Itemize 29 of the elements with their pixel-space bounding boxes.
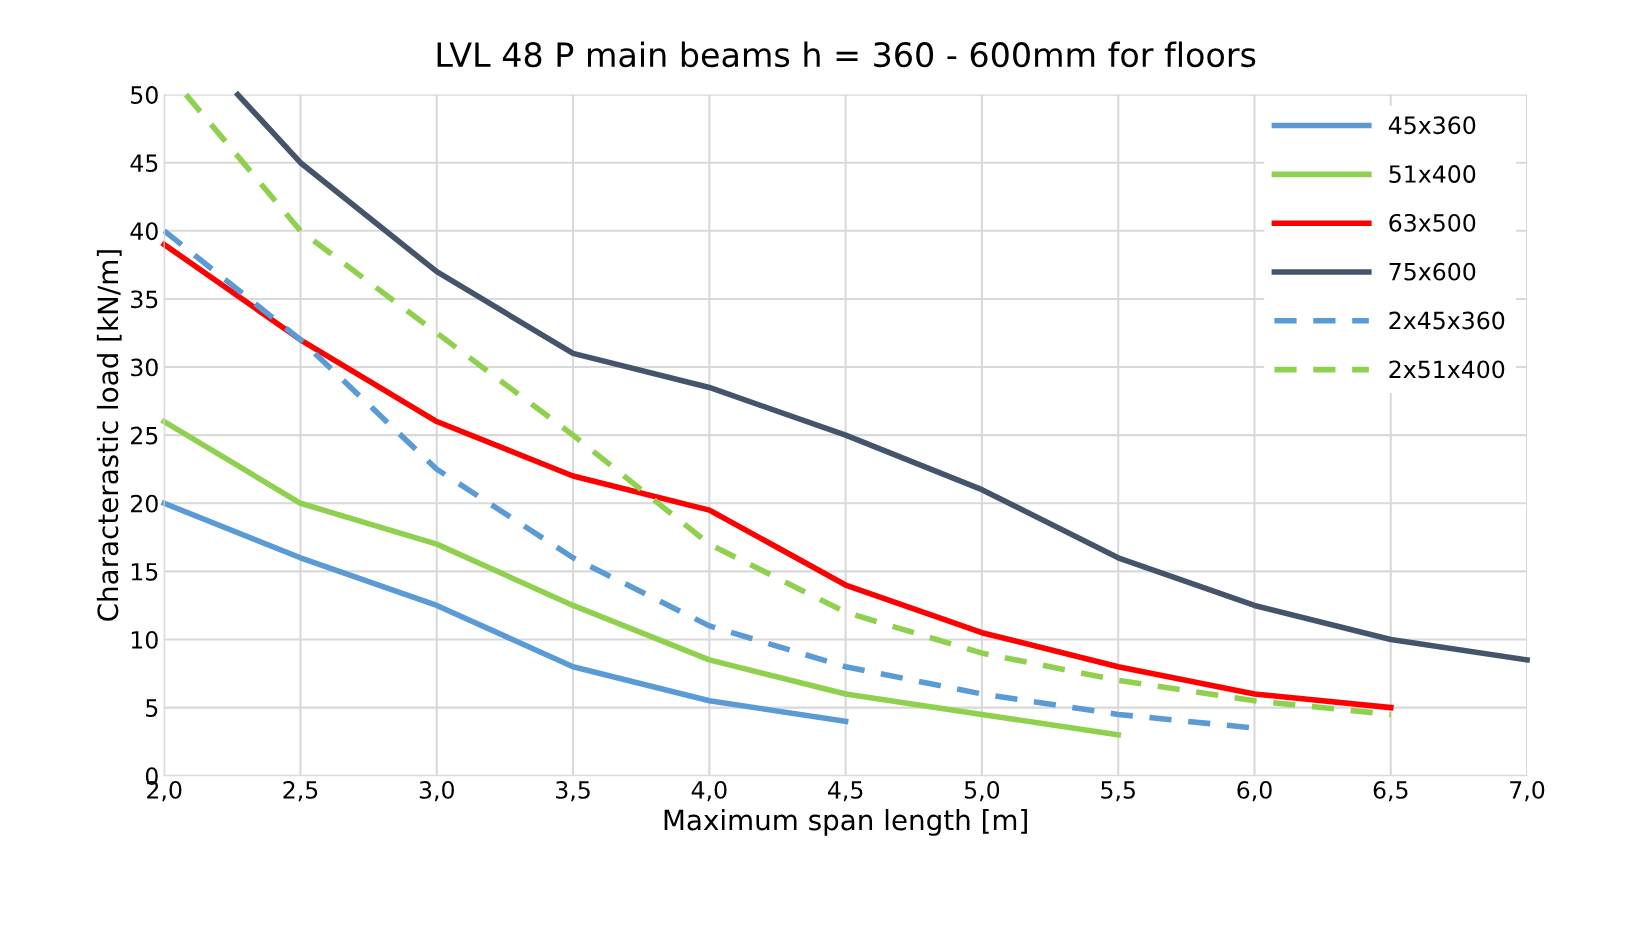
legend-label: 51x400 bbox=[1389, 165, 1476, 183]
legend-label: 75x600 bbox=[1389, 262, 1476, 281]
y-tick-label: 40 bbox=[130, 222, 158, 241]
legend-label: 45x360 bbox=[1388, 116, 1476, 135]
chart-title: LVL 48 P main beams h = 360 - 600mm for floors bbox=[437, 41, 1256, 68]
x-tick-label: 6,0 bbox=[1237, 781, 1272, 802]
x-tick-label: 2,5 bbox=[283, 781, 318, 802]
y-tick-label: 50 bbox=[131, 86, 158, 104]
y-tick-label: 25 bbox=[131, 426, 158, 445]
x-tick-label: 5,0 bbox=[964, 781, 1000, 802]
x-tick-label: 5,5 bbox=[1101, 781, 1135, 802]
y-tick-label: 15 bbox=[131, 563, 158, 581]
x-axis-title: Maximum span length [m] bbox=[664, 808, 1027, 836]
y-tick-label: 5 bbox=[146, 699, 158, 717]
y-tick-label: 45 bbox=[130, 154, 158, 173]
y-tick-label: 35 bbox=[131, 290, 158, 309]
x-tick-label: 3,5 bbox=[556, 781, 590, 802]
legend-label: 63x500 bbox=[1389, 213, 1476, 232]
y-tick-label: 10 bbox=[131, 630, 158, 649]
y-axis-title: Characterastic load [kN/m] bbox=[96, 250, 122, 621]
x-tick-label: 6,5 bbox=[1373, 781, 1408, 802]
x-tick-label: 4,0 bbox=[691, 781, 727, 802]
y-tick-label: 30 bbox=[131, 358, 158, 377]
legend-label: 2x51x400 bbox=[1389, 360, 1505, 379]
y-tick-label: 20 bbox=[131, 494, 158, 513]
x-tick-label: 3,0 bbox=[419, 781, 454, 802]
x-tick-label: 7,0 bbox=[1510, 781, 1545, 802]
legend-label: 2x45x360 bbox=[1389, 311, 1505, 330]
x-tick-label: 4,5 bbox=[828, 781, 863, 802]
